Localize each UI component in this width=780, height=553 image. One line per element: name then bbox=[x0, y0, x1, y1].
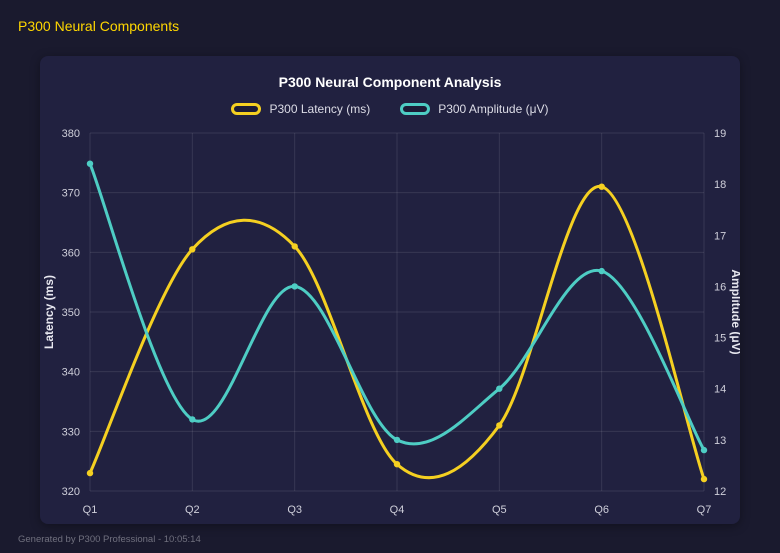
left-axis-tick-label: 320 bbox=[62, 486, 80, 498]
chart-title: P300 Neural Component Analysis bbox=[278, 74, 502, 90]
data-point bbox=[86, 469, 94, 477]
x-axis-tick-label: Q4 bbox=[390, 504, 405, 516]
legend-label-latency: P300 Latency (ms) bbox=[269, 102, 371, 116]
right-axis-title: Amplitude (μV) bbox=[729, 269, 740, 354]
left-axis-tick-label: 340 bbox=[62, 367, 80, 379]
data-point bbox=[700, 475, 708, 483]
legend-item-amplitude[interactable]: P300 Amplitude (μV) bbox=[400, 102, 549, 116]
right-axis-tick-label: 18 bbox=[714, 179, 726, 191]
data-point bbox=[393, 461, 401, 468]
data-point bbox=[86, 160, 94, 167]
chart-legend: P300 Latency (ms) P300 Amplitude (μV) bbox=[40, 101, 740, 117]
left-axis-title: Latency (ms) bbox=[42, 275, 56, 349]
data-point bbox=[393, 436, 401, 444]
amplitude-line-swatch-icon bbox=[400, 103, 431, 115]
data-point bbox=[291, 283, 298, 290]
right-axis-tick-label: 19 bbox=[714, 128, 726, 140]
chart-canvas[interactable]: 320 330 340 350 360 370 380 12 13 14 15 16 17 18 19 Q1 Q… bbox=[40, 123, 740, 527]
right-axis-tick-label: 12 bbox=[714, 486, 726, 498]
footer-status: Generated by P300 Professional - 10:05:1… bbox=[18, 534, 201, 545]
data-point bbox=[189, 246, 196, 253]
x-axis-tick-label: Q7 bbox=[697, 504, 712, 516]
x-axis-tick-label: Q6 bbox=[594, 504, 609, 516]
data-point bbox=[291, 243, 298, 250]
left-axis-tick-label: 350 bbox=[62, 307, 80, 319]
latency-line-swatch-icon bbox=[231, 103, 262, 115]
left-axis-tick-label: 330 bbox=[62, 426, 80, 438]
data-point bbox=[496, 422, 503, 429]
right-axis-tick-label: 15 bbox=[714, 333, 726, 345]
chart-panel: P300 Neural Component Analysis P300 Late… bbox=[40, 56, 740, 524]
x-axis-tick-label: Q3 bbox=[287, 504, 302, 516]
data-point bbox=[496, 385, 503, 392]
legend-item-latency[interactable]: P300 Latency (ms) bbox=[231, 102, 370, 116]
left-axis-tick-label: 370 bbox=[62, 188, 80, 200]
data-point bbox=[700, 446, 708, 454]
legend-label-amplitude: P300 Amplitude (μV) bbox=[438, 102, 549, 116]
right-axis-tick-label: 14 bbox=[714, 384, 726, 396]
right-axis-tick-label: 16 bbox=[714, 281, 726, 293]
x-axis-tick-label: Q5 bbox=[492, 504, 507, 516]
left-axis-tick-label: 380 bbox=[62, 128, 80, 140]
data-point bbox=[189, 416, 196, 423]
data-point bbox=[598, 183, 605, 190]
x-axis-tick-label: Q2 bbox=[185, 504, 200, 516]
x-axis-tick-label: Q1 bbox=[83, 504, 98, 516]
page-title: P300 Neural Components bbox=[18, 18, 180, 34]
left-axis-tick-label: 360 bbox=[62, 247, 80, 259]
right-axis-tick-label: 13 bbox=[714, 435, 726, 447]
data-point bbox=[598, 267, 605, 275]
right-axis-tick-label: 17 bbox=[714, 230, 726, 242]
